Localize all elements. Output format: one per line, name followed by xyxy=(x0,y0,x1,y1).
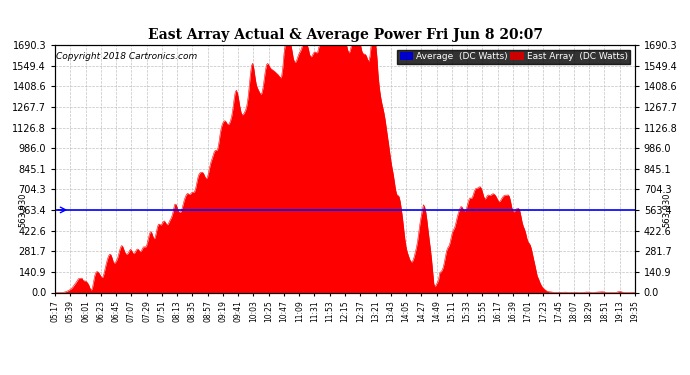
Text: Copyright 2018 Cartronics.com: Copyright 2018 Cartronics.com xyxy=(57,53,197,62)
Legend: Average  (DC Watts), East Array  (DC Watts): Average (DC Watts), East Array (DC Watts… xyxy=(397,50,630,64)
Text: 563.930: 563.930 xyxy=(662,193,671,227)
Text: 563.930: 563.930 xyxy=(19,193,28,227)
Title: East Array Actual & Average Power Fri Jun 8 20:07: East Array Actual & Average Power Fri Ju… xyxy=(148,28,542,42)
